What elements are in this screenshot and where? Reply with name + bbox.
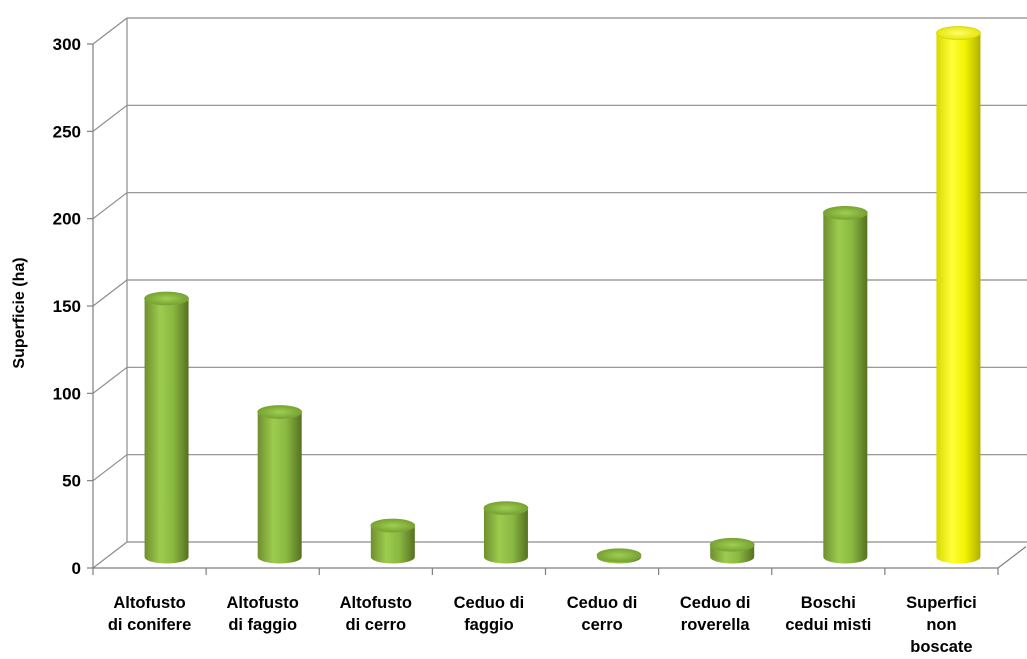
- bar: [370, 518, 416, 564]
- category-label-line: Altofusto: [340, 594, 412, 612]
- y-tick-label: 100: [53, 384, 81, 403]
- category-label-line: di conifere: [108, 616, 191, 634]
- bars: [144, 26, 981, 564]
- bar-top: [144, 291, 189, 306]
- category-label-line: cedui misti: [785, 616, 871, 634]
- category-label-line: Ceduo di: [680, 594, 751, 612]
- y-axis-title: Superficie (ha): [11, 257, 28, 368]
- bar-top: [596, 548, 642, 563]
- axes: [87, 18, 1027, 575]
- category-label-line: di cerro: [346, 616, 407, 634]
- bar-body: [370, 525, 415, 564]
- category-label: Altofusto di conifere: [108, 594, 191, 634]
- gridline-depth: [92, 192, 128, 220]
- category-label-line: Altofusto: [113, 594, 185, 612]
- category-label-line: Altofusto: [226, 594, 298, 612]
- category-label-line: Ceduo di: [567, 594, 638, 612]
- category-label: Ceduo di cerro: [567, 594, 638, 634]
- floor-right-edge: [997, 546, 1027, 569]
- gridline-depth: [92, 541, 128, 569]
- bar: [483, 501, 529, 564]
- category-label-line: non: [926, 616, 956, 634]
- bar: [596, 548, 642, 564]
- category-label-line: di faggio: [228, 616, 297, 634]
- y-tick-label: 300: [53, 35, 81, 54]
- category-label-line: Boschi: [801, 594, 856, 612]
- gridline-depth: [92, 366, 128, 394]
- y-tick-label: 0: [72, 559, 81, 578]
- bar: [822, 206, 868, 564]
- bar-body: [936, 33, 981, 564]
- y-tick-labels: 0 50 100 150 200 250 300: [53, 35, 81, 578]
- y-tick-label: 50: [62, 472, 81, 491]
- bar-body: [257, 412, 302, 564]
- y-tick-label: 150: [53, 297, 81, 316]
- bar-body: [483, 508, 528, 564]
- category-label: Superfici non boscate: [906, 594, 977, 656]
- category-label-line: boscate: [910, 638, 972, 656]
- bar-body: [144, 298, 189, 564]
- bar: [257, 405, 303, 564]
- category-label-line: Ceduo di: [454, 594, 525, 612]
- gridline-depth: [92, 454, 128, 482]
- bar-top: [483, 501, 529, 515]
- bar: [709, 537, 755, 564]
- gridline-depth: [92, 17, 128, 45]
- y-tick-label: 250: [53, 122, 81, 141]
- category-label: Ceduo di roverella: [680, 594, 751, 634]
- category-label-line: cerro: [581, 616, 622, 634]
- bar-top: [822, 206, 868, 220]
- y-tick-label: 200: [53, 210, 81, 229]
- gridline-depth: [92, 104, 128, 132]
- bar-top: [936, 26, 981, 40]
- bar: [144, 291, 189, 564]
- bar-body: [823, 212, 868, 564]
- category-label: Boschi cedui misti: [785, 594, 871, 634]
- gridline-depth: [92, 279, 128, 307]
- category-label-line: Superfici: [906, 594, 977, 612]
- category-label: Altofusto di faggio: [226, 594, 298, 634]
- bar-top: [257, 405, 303, 419]
- category-label: Altofusto di cerro: [340, 594, 412, 634]
- bar: [936, 26, 981, 564]
- bar-top: [709, 537, 755, 552]
- category-label: Ceduo di faggio: [454, 594, 525, 634]
- category-label-line: roverella: [681, 616, 751, 634]
- bar-top: [370, 518, 416, 533]
- gridlines: [92, 17, 1027, 569]
- category-label-line: faggio: [464, 616, 514, 634]
